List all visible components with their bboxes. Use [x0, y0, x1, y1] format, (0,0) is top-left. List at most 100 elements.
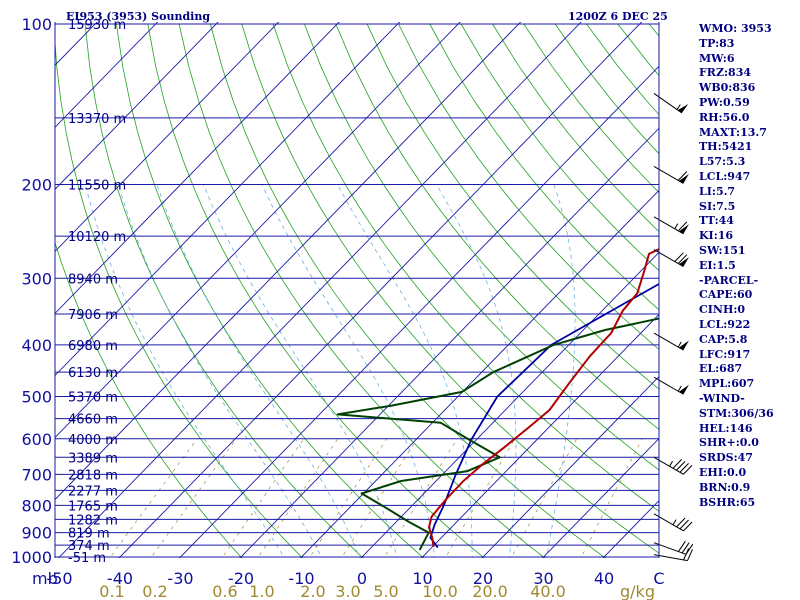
height-label: 15930 m — [68, 18, 126, 33]
temperature-tick-label: 0 — [357, 569, 367, 588]
dry-adiabat-line — [304, 23, 659, 471]
index-value: EHI:0.0 — [699, 465, 747, 479]
mixing-ratio-label: 0.1 — [99, 582, 124, 600]
mixing-ratio-label: 1.0 — [249, 582, 274, 600]
moist-adiabat-line — [436, 184, 517, 558]
index-value: MPL:607 — [699, 377, 755, 391]
index-value: TH:5421 — [699, 140, 753, 154]
moist-adiabat-line — [546, 184, 576, 558]
mixing-ratio-label: 20.0 — [472, 582, 508, 600]
pressure-label: 500 — [21, 388, 52, 407]
height-label: 1765 m — [68, 499, 118, 514]
index-value: BRN:0.9 — [699, 480, 751, 494]
dry-adiabat-line — [272, 23, 659, 512]
height-label: 5370 m — [68, 391, 118, 406]
index-value: LFC:917 — [699, 347, 751, 361]
index-value: LI:5.7 — [699, 184, 736, 198]
mixing-ratio-label: 0.6 — [212, 582, 237, 600]
mixing-ratio-label: 5.0 — [373, 582, 398, 600]
pressure-label: 800 — [21, 496, 52, 515]
moist-adiabat-line — [85, 184, 285, 558]
temperature-tick-label: 10 — [412, 569, 432, 588]
height-label: 1282 m — [68, 513, 118, 528]
height-label: 8940 m — [68, 272, 118, 287]
index-value: WB0:836 — [699, 81, 756, 95]
index-value: TP:83 — [699, 36, 735, 50]
pressure-label: 1000 — [11, 548, 52, 567]
index-value: EI:1.5 — [699, 258, 736, 272]
isotherm-line — [118, 22, 643, 558]
dry-adiabat-line — [178, 23, 546, 558]
height-label: 2818 m — [68, 468, 118, 483]
index-value: MW:6 — [699, 51, 735, 65]
index-value: MAXT:13.7 — [699, 125, 767, 139]
dry-adiabat-line — [84, 23, 364, 558]
isotherm-line — [55, 22, 219, 190]
height-label: 2277 m — [68, 484, 118, 499]
temperature-tick-label: -50 — [46, 569, 72, 588]
height-label: 7906 m — [68, 308, 118, 323]
background-grid — [55, 22, 659, 558]
pressure-unit-label: mb — [32, 569, 58, 588]
dry-adiabat-line — [398, 23, 659, 350]
isobars — [55, 23, 659, 558]
height-label: 11550 m — [68, 178, 126, 193]
isotherm-line — [57, 22, 582, 558]
index-value: -WIND- — [699, 391, 745, 405]
index-value: SRDS:47 — [699, 451, 753, 465]
temperature-line — [428, 247, 659, 547]
dry-adiabat-line — [241, 23, 659, 554]
pressure-label: 300 — [21, 269, 52, 288]
isotherm-line — [55, 22, 461, 439]
index-value: SHR+:0.0 — [699, 436, 759, 450]
pressure-label: 200 — [21, 175, 52, 194]
pressure-label: 700 — [21, 465, 52, 484]
mixing-ratio-label: 10.0 — [422, 582, 458, 600]
index-value: CINH:0 — [699, 303, 746, 317]
mixing-ratio-line — [444, 438, 516, 558]
isotherm-line — [55, 22, 280, 253]
index-value: SW:151 — [699, 243, 746, 257]
moist-adiabat-line — [203, 184, 398, 558]
mixing-ratio-label: 3.0 — [335, 582, 360, 600]
dry-adiabat-line — [335, 23, 659, 430]
isotherm-line — [239, 127, 659, 558]
index-value: PW:0.59 — [699, 95, 750, 109]
pressure-label: 400 — [21, 336, 52, 355]
parcel-trace-line — [429, 282, 659, 549]
moist-adiabat-line — [118, 184, 323, 558]
isotherm-line — [55, 22, 340, 315]
wind-barbs — [653, 93, 694, 562]
isotherm-line — [55, 22, 159, 128]
index-value: TT:44 — [699, 214, 734, 228]
temperature-tick-label: 30 — [533, 569, 553, 588]
temperature-tick-label: -30 — [167, 569, 193, 588]
temperature-tick-label: 40 — [594, 569, 614, 588]
dry-adiabat-line — [55, 241, 243, 558]
mixing-ratio-label: 2.0 — [300, 582, 325, 600]
height-label: 6130 m — [68, 366, 118, 381]
index-value: BSHR:65 — [699, 495, 756, 509]
index-value: LCL:947 — [699, 169, 751, 183]
mixing-ratio-line — [341, 438, 418, 558]
temperature-tick-label: 20 — [473, 569, 493, 588]
height-label: 3389 m — [68, 451, 118, 466]
pressure-label: 900 — [21, 524, 52, 543]
index-value: HEL:146 — [699, 421, 753, 435]
wind-barb — [653, 249, 689, 268]
pressure-label: 100 — [21, 15, 52, 34]
dewpoint-line — [336, 317, 659, 551]
isotherm-line — [541, 437, 659, 558]
temperature-tick-label: -10 — [288, 569, 314, 588]
mixing-ratio-line — [383, 438, 458, 558]
index-value: -PARCEL- — [699, 273, 759, 287]
index-value: RH:56.0 — [699, 110, 750, 124]
sounding-datetime: 1200Z 6 DEC 25 — [568, 10, 668, 23]
sounding-profiles — [336, 247, 659, 551]
mixing-ratio-label: 40.0 — [530, 582, 566, 600]
dry-adiabat-line — [147, 23, 485, 558]
dry-adiabat-line — [366, 23, 659, 390]
mixing-ratio-line — [580, 438, 643, 558]
height-label: 4000 m — [68, 433, 118, 448]
